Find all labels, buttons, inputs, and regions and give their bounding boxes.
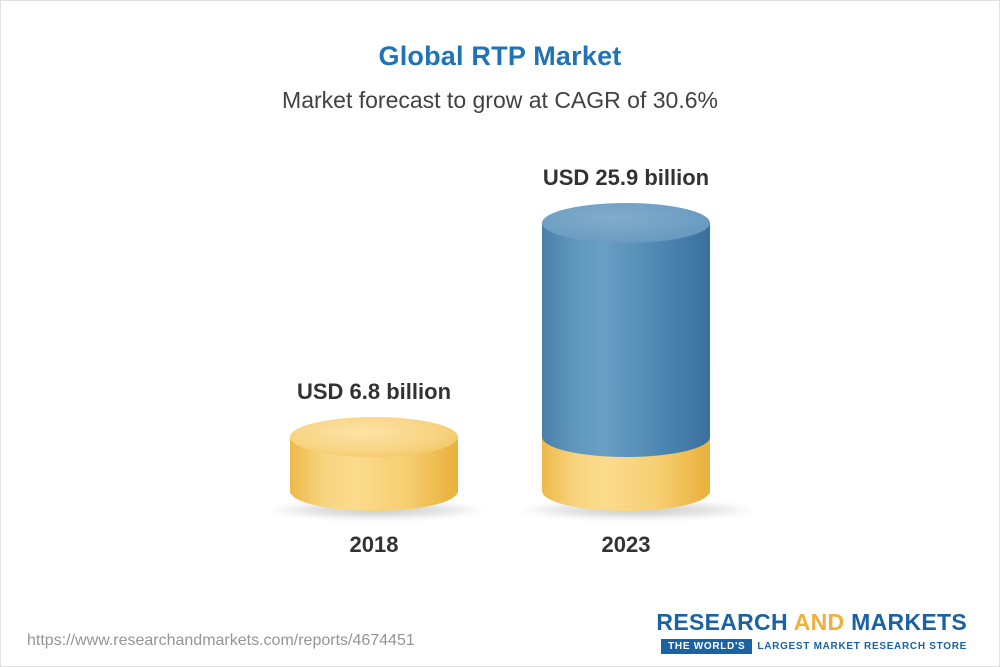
x-label-2023: 2023 [601, 532, 651, 557]
bar-2023-top-cap [542, 203, 710, 243]
logo-word-research: RESEARCH [656, 609, 788, 635]
bar-2023-body [542, 223, 710, 457]
chart-title: Global RTP Market [378, 41, 622, 71]
value-label-2018: USD 6.8 billion [296, 379, 452, 404]
logo-wordmark: RESEARCH AND MARKETS [656, 609, 967, 636]
logo-tagline-badge: THE WORLD'S [661, 639, 753, 654]
value-label-2023: USD 25.9 billion [542, 165, 710, 190]
logo-tagline-text: LARGEST MARKET RESEARCH STORE [757, 641, 967, 652]
logo-word-and: AND [793, 609, 845, 635]
bar-2018 [290, 417, 458, 511]
bar-2023 [542, 203, 710, 511]
logo-tagline: THE WORLD'S LARGEST MARKET RESEARCH STOR… [656, 639, 967, 654]
chart-subtitle: Market forecast to grow at CAGR of 30.6% [282, 87, 718, 113]
x-label-2018: 2018 [349, 532, 399, 557]
research-and-markets-logo: RESEARCH AND MARKETS THE WORLD'S LARGEST… [656, 609, 967, 654]
source-url: https://www.researchandmarkets.com/repor… [27, 632, 415, 649]
bar-2018-top-cap [290, 417, 458, 457]
logo-word-markets: MARKETS [851, 609, 967, 635]
